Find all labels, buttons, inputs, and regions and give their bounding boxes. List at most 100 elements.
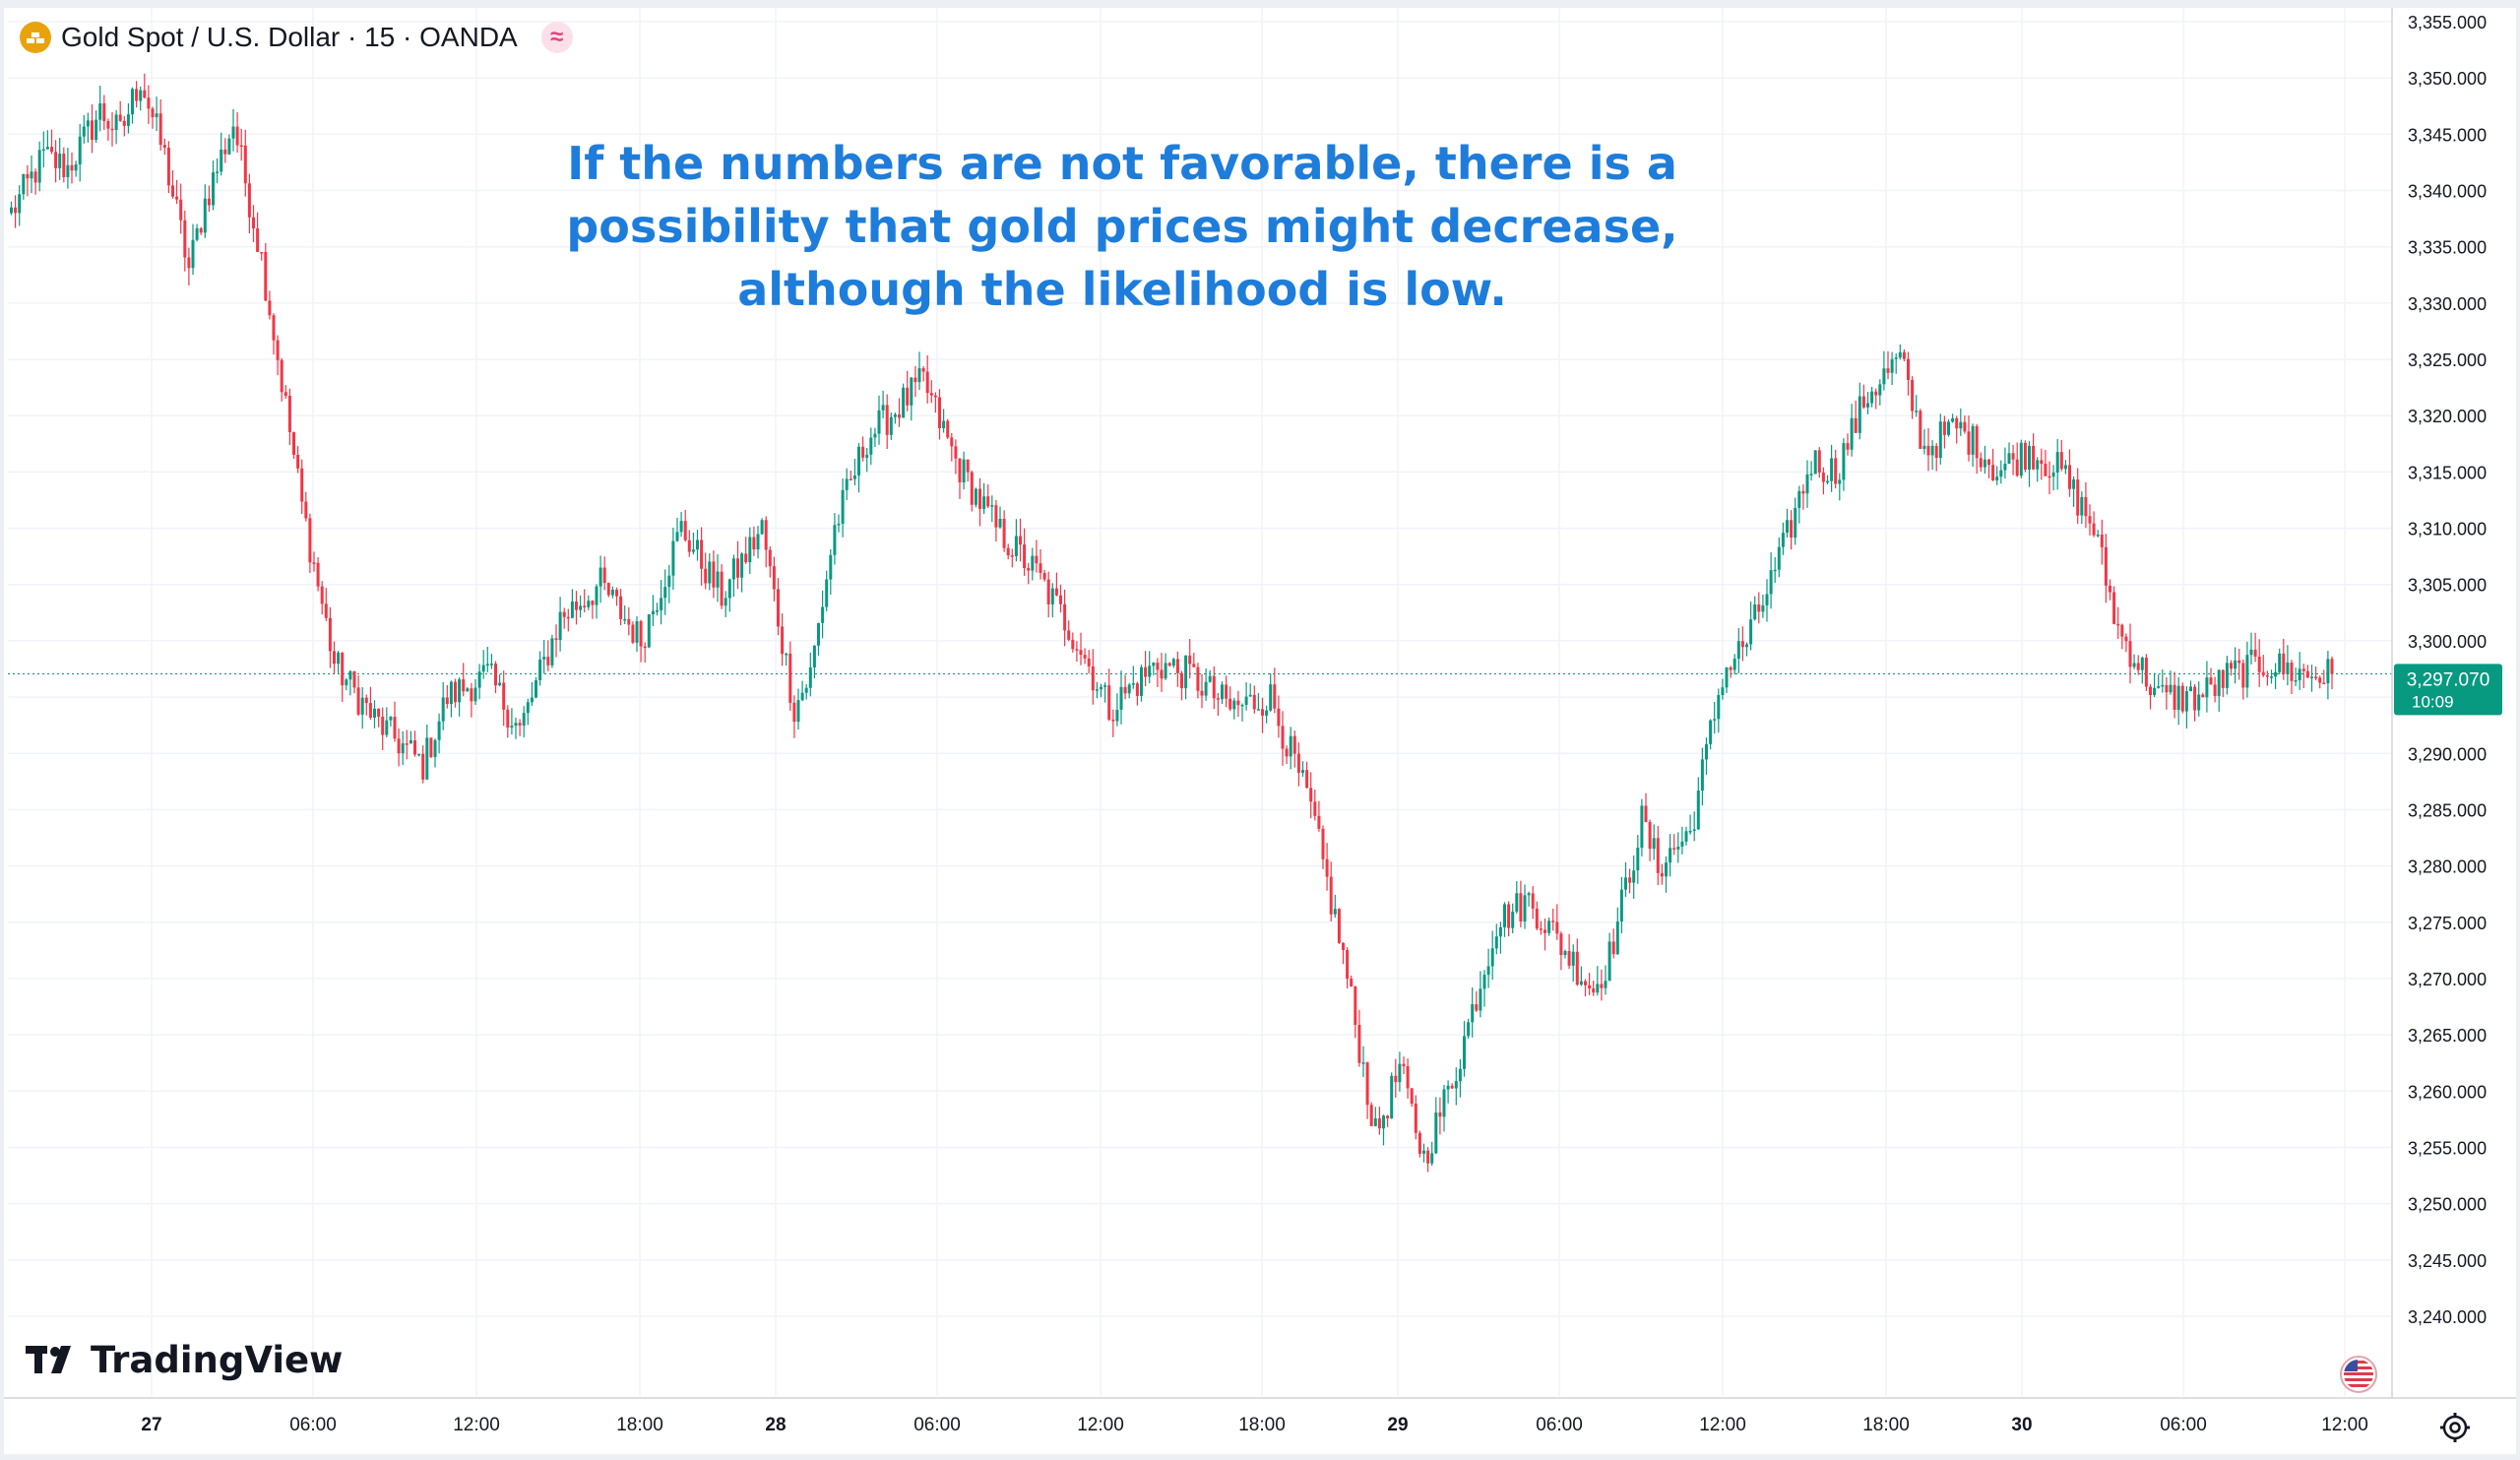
candle [869,427,873,466]
candle [1063,589,1067,647]
candle [413,730,416,757]
tradingview-logo[interactable]: TradingView [26,1339,343,1381]
candle [2032,433,2036,471]
candle [1390,1072,1394,1119]
annotation-line-2: possibility that gold prices might decre… [566,200,1678,253]
time-axis[interactable]: 27 06:00 12:00 18:00 28 06:00 12:00 18:00 29 06:0… [141,1415,2367,1435]
candle [925,355,929,404]
price-tick-label: 3,290.000 [2408,744,2487,764]
candle [1507,901,1511,937]
candle [906,370,910,412]
candle [1301,761,1304,777]
candle [462,663,466,697]
candle [1551,908,1555,931]
candle [1559,931,1563,971]
candle [1915,395,1919,417]
price-tick-label: 3,270.000 [2408,970,2487,989]
wave-icon[interactable]: ≈ [540,22,573,53]
candle [102,95,106,131]
candle [2298,652,2301,690]
candle [752,526,756,556]
candle [575,591,578,625]
candle [2294,667,2298,686]
candle [1999,460,2003,484]
candle [777,578,780,636]
candle [1434,1097,1438,1155]
candle [1111,709,1115,737]
candle [998,506,1002,529]
candle [627,606,631,636]
time-tick-label: 12:00 [453,1415,500,1435]
candle [2217,668,2221,712]
candle [881,390,885,418]
candle [530,681,534,706]
candle [1426,1147,1430,1173]
candle [441,681,445,730]
candle [2169,670,2173,695]
candle [667,564,671,603]
price-tick-label: 3,335.000 [2408,238,2487,258]
candle [1285,745,1289,765]
candle [1503,902,1506,937]
price-tick-label: 3,355.000 [2408,13,2487,32]
candle [2128,623,2132,684]
candle [1119,670,1123,725]
candle [2124,633,2128,653]
candle [946,418,950,440]
candle [1729,666,1732,678]
candle [1874,388,1878,410]
candle [660,580,663,625]
candle [1292,730,1296,768]
candle [151,106,155,129]
candle [1342,942,1345,965]
candle [1740,626,1744,662]
price-tick-label: 3,330.000 [2408,294,2487,314]
candle [691,532,695,555]
symbol-title[interactable]: Gold Spot / U.S. Dollar · 15 · OANDA [61,22,518,52]
candle [287,388,291,446]
candle [2096,530,2100,538]
candle [1975,423,1979,475]
candle [216,158,220,183]
symbol-header[interactable]: Gold Spot / U.S. Dollar · 15 · OANDA ≈ [20,18,573,57]
price-tick-label: 3,275.000 [2408,914,2487,933]
price-tick-label: 3,320.000 [2408,407,2487,426]
candle [1769,551,1773,609]
candle [808,652,812,697]
candle [2149,683,2152,710]
candle [98,86,102,132]
candle [2092,511,2096,538]
candle [1624,861,1627,897]
candle [1676,832,1680,863]
price-tick-label: 3,280.000 [2408,857,2487,877]
candle [643,642,647,664]
candle [1858,382,1861,440]
candle [2059,440,2063,472]
settings-gear-icon[interactable] [2437,1410,2473,1445]
candle [2314,667,2318,681]
candle [1039,548,1042,580]
candle [1600,969,1604,1001]
candle [352,670,356,694]
candle [1144,651,1148,687]
candle [683,509,687,542]
candle [1269,673,1273,712]
candle [199,226,203,235]
candle [2007,442,2011,465]
candle [1095,681,1099,699]
candle [1902,349,1906,362]
candle [1103,682,1107,703]
candle [1773,556,1777,584]
candle [2144,654,2148,691]
candle [1228,686,1232,712]
candle [252,205,255,242]
candle [1640,798,1644,857]
candle [727,578,731,612]
candle [292,431,295,460]
us-flag-icon[interactable] [2339,1355,2378,1394]
candle [606,582,610,598]
candle [1991,448,1995,481]
candle [14,195,18,228]
candle [1200,673,1204,709]
